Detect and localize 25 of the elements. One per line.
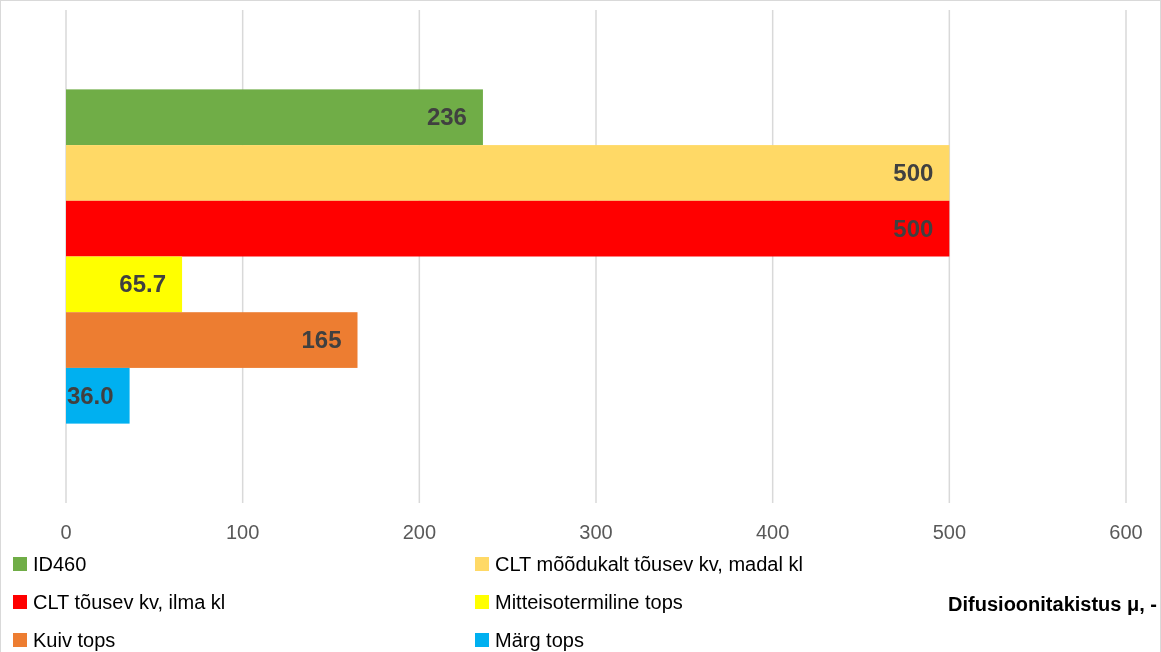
data-label: 236 (426, 103, 467, 131)
data-label: 36.0 (66, 381, 114, 409)
x-axis-title: Difusioonitakistus μ, - (948, 593, 1157, 615)
bar (66, 312, 358, 368)
bar (66, 89, 483, 146)
data-label: 500 (893, 214, 934, 242)
data-label: 65.7 (119, 270, 167, 298)
bar (66, 256, 183, 313)
x-tick-label: 400 (755, 521, 790, 543)
legend-label: Märg tops (495, 629, 584, 651)
x-tick-label: 300 (579, 521, 613, 543)
bar (66, 200, 950, 257)
legend-label: Kuiv tops (33, 629, 116, 651)
legend-label: CLT tõusev kv, ilma kl (33, 591, 226, 613)
data-label: 165 (301, 326, 342, 354)
legend-label: CLT mõõdukalt tõusev kv, madal kl (495, 553, 803, 575)
x-tick-label: 200 (402, 521, 437, 543)
x-tick-label: 600 (1109, 521, 1143, 543)
legend-label: Mitteisotermiline tops (495, 591, 683, 613)
legend-label: ID460 (33, 553, 87, 575)
data-label: 500 (893, 158, 934, 186)
x-tick-label: 0 (60, 521, 72, 543)
x-tick-label: 500 (932, 521, 967, 543)
bar (66, 145, 950, 201)
x-tick-label: 100 (225, 521, 260, 543)
